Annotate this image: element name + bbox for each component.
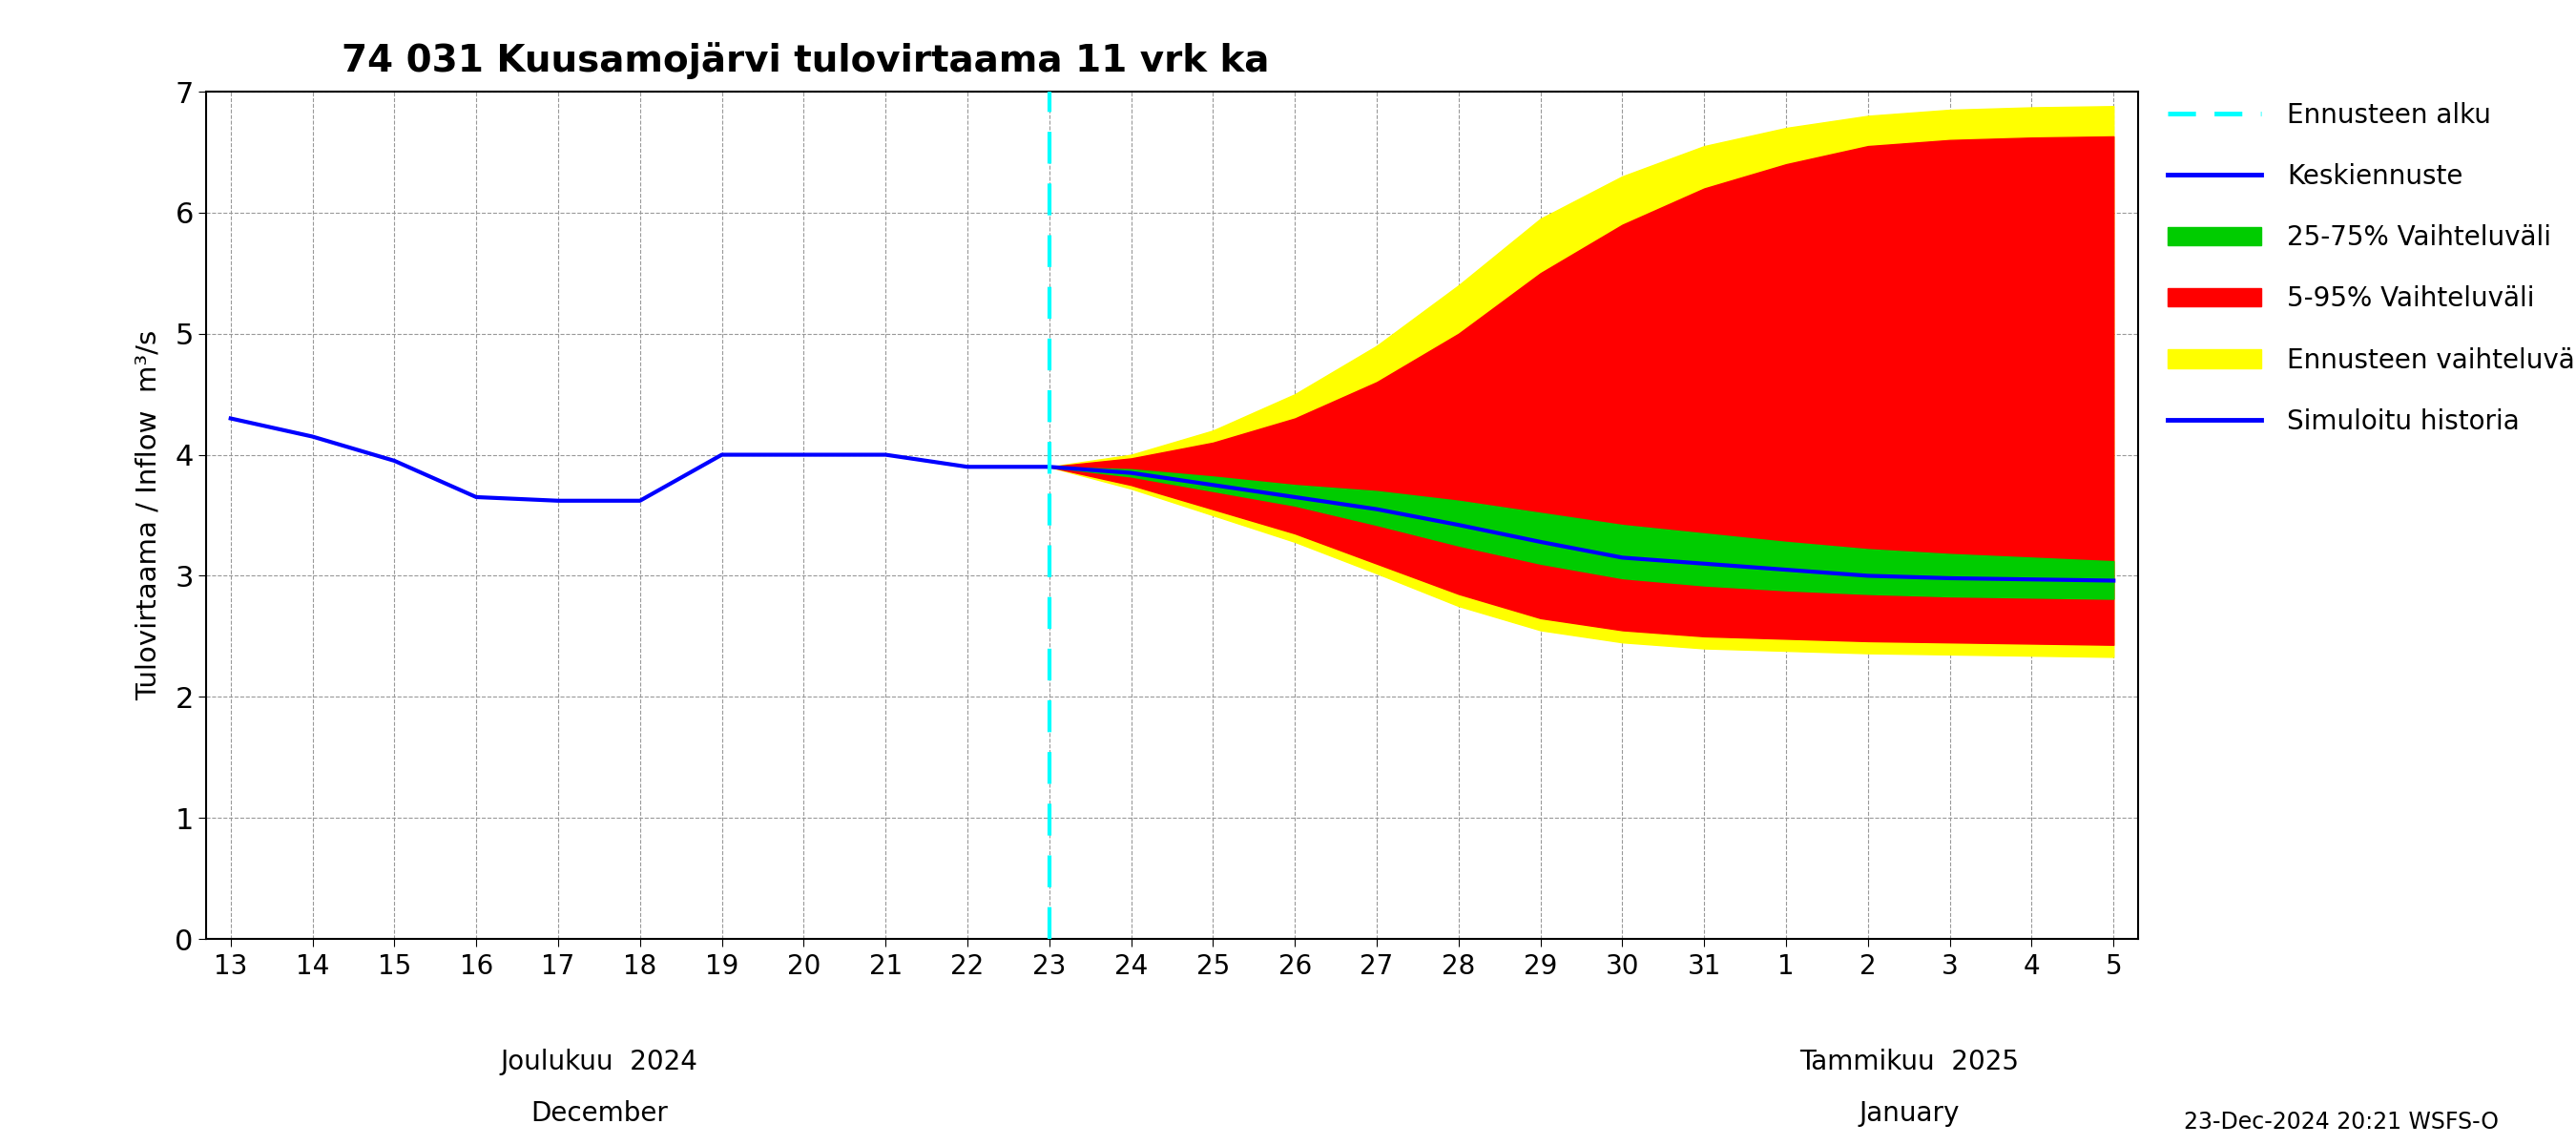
- Text: 74 031 Kuusamojärvi tulovirtaama 11 vrk ka: 74 031 Kuusamojärvi tulovirtaama 11 vrk …: [340, 42, 1270, 79]
- Text: December: December: [531, 1100, 667, 1127]
- Text: Tammikuu  2025: Tammikuu 2025: [1798, 1049, 2020, 1076]
- Text: 23-Dec-2024 20:21 WSFS-O: 23-Dec-2024 20:21 WSFS-O: [2184, 1111, 2499, 1134]
- Legend: Ennusteen alku, Keskiennuste, 25-75% Vaihteluväli, 5-95% Vaihteluväli, Ennusteen: Ennusteen alku, Keskiennuste, 25-75% Vai…: [2156, 92, 2576, 445]
- Text: January: January: [1860, 1100, 1960, 1127]
- Y-axis label: Tulovirtaama / Inflow  m³/s: Tulovirtaama / Inflow m³/s: [134, 330, 162, 701]
- Text: Joulukuu  2024: Joulukuu 2024: [500, 1049, 698, 1076]
